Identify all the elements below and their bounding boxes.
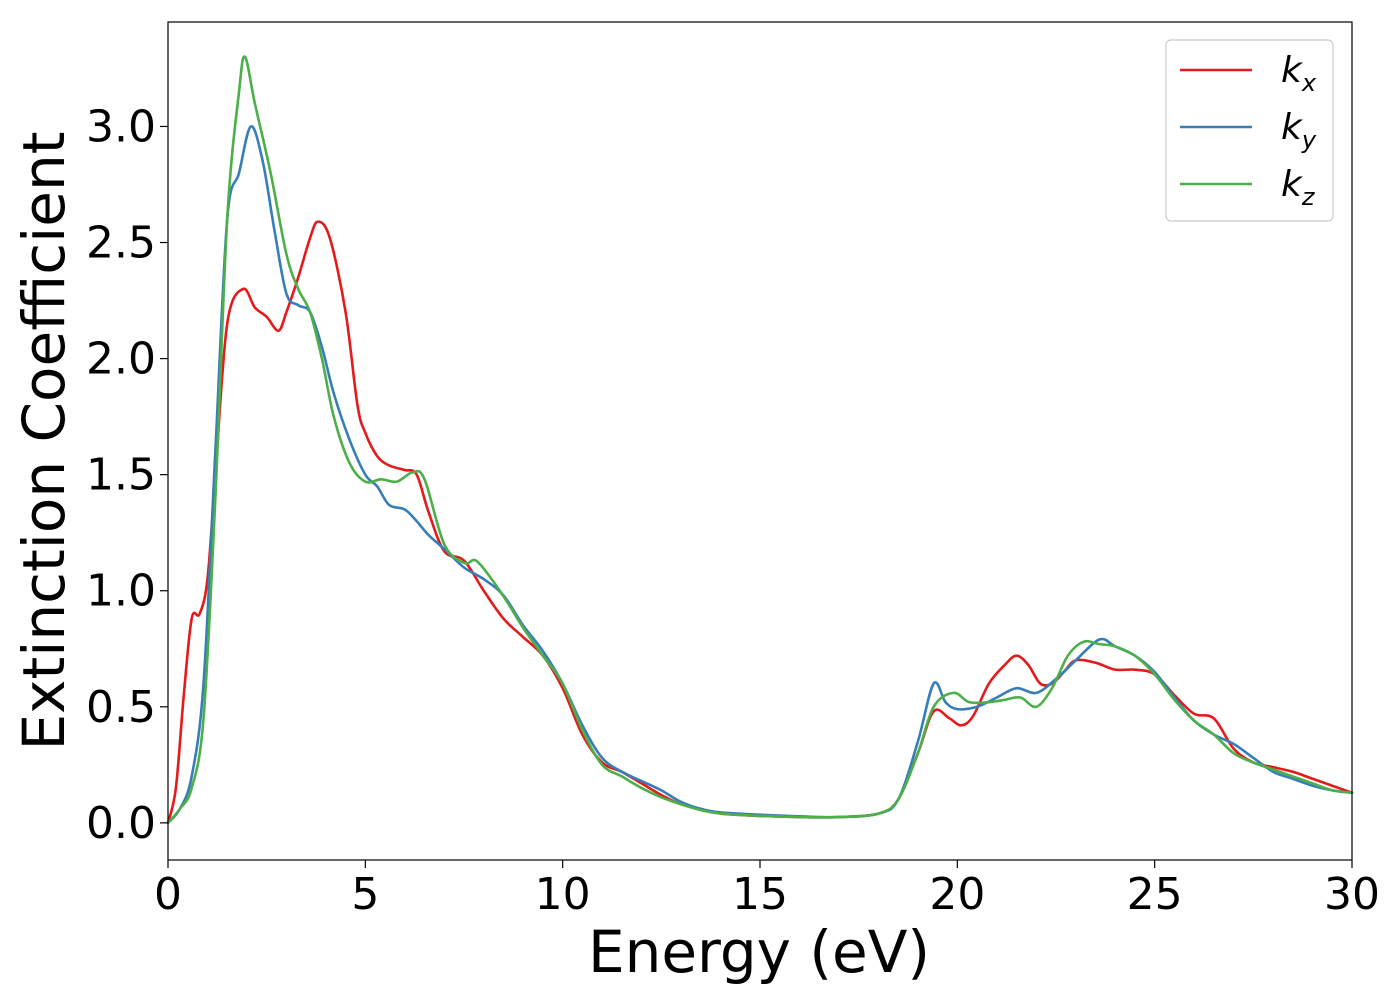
legend-label-x: kx — [1281, 50, 1317, 97]
y-axis-title: Extinction Coefficient — [10, 132, 78, 751]
y-tick-label: 2.5 — [86, 218, 156, 269]
y-tick-label: 1.0 — [86, 566, 156, 617]
legend-label-main: k — [1281, 107, 1304, 148]
legend-label-y: ky — [1281, 107, 1317, 154]
x-tick-label: 5 — [351, 869, 379, 920]
x-tick-label: 20 — [929, 869, 985, 920]
y-tick-label: 2.0 — [86, 334, 156, 385]
x-tick-label: 10 — [535, 869, 591, 920]
y-tick-label: 0.0 — [86, 798, 156, 849]
legend-label-main: k — [1281, 50, 1304, 91]
x-tick-label: 25 — [1127, 869, 1183, 920]
plot-lines — [166, 55, 1354, 825]
y-tick-label: 0.5 — [86, 682, 156, 733]
x-tick-label: 30 — [1324, 869, 1380, 920]
x-tick-label: 15 — [732, 869, 788, 920]
legend-box — [1165, 39, 1334, 222]
legend-label-subscript: y — [1301, 126, 1317, 154]
x-tick-label: 0 — [154, 869, 182, 920]
y-tick-label: 3.0 — [86, 101, 156, 152]
legend-label-subscript: z — [1301, 183, 1316, 211]
legend-label-subscript: x — [1301, 69, 1317, 97]
y-axis: 0.0 0.5 1.0 1.5 2.0 2.5 3.0 — [86, 101, 168, 849]
series-line-z — [166, 55, 1354, 825]
legend-label-main: k — [1281, 164, 1304, 205]
x-axis-title: Energy (eV) — [588, 918, 930, 986]
y-tick-label: 1.5 — [86, 450, 156, 501]
x-axis: 0 5 10 15 20 25 30 — [154, 860, 1380, 920]
series-line-x — [166, 220, 1354, 825]
legend-label-z: kz — [1281, 164, 1316, 211]
